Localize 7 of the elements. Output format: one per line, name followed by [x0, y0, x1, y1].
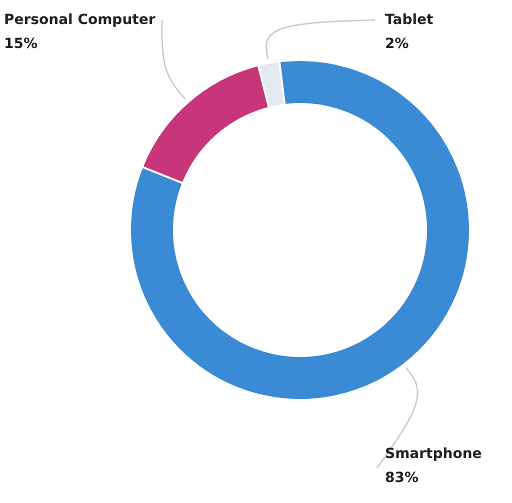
data-label: 83%	[385, 470, 419, 486]
data-label: 2%	[385, 36, 409, 52]
data-label: 15%	[4, 36, 38, 52]
slice-label: Personal Computer	[4, 12, 156, 28]
slice-label: Smartphone	[385, 446, 482, 462]
slice-label: Tablet	[385, 12, 434, 28]
donut-slice	[129, 59, 471, 401]
